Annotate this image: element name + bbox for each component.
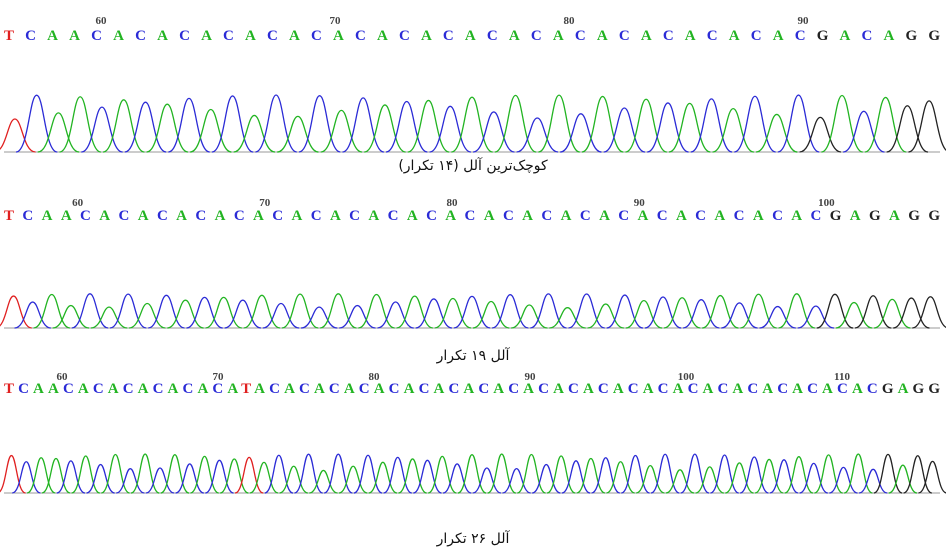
trace-peak xyxy=(131,454,159,493)
position-label: 80 xyxy=(369,371,381,383)
trace-peak xyxy=(778,95,819,152)
position-label: 80 xyxy=(447,197,459,209)
trace-peak xyxy=(324,454,352,493)
trace-peak xyxy=(912,297,946,328)
trace-peak xyxy=(626,301,662,328)
trace-peak xyxy=(91,307,127,328)
position-label: 60 xyxy=(96,15,108,27)
trace-peak xyxy=(800,117,841,152)
trace-peak xyxy=(81,107,122,152)
trace-peak xyxy=(147,104,188,152)
trace-peak xyxy=(669,103,710,152)
trace-peak xyxy=(301,307,337,328)
trace-peak xyxy=(72,294,108,328)
trace-peak xyxy=(604,108,645,152)
trace-peak xyxy=(57,461,85,493)
figure: کوچک‌ترین آلل (۱۴ تکرار) آلل ۱۹ تکرار آل… xyxy=(0,0,946,552)
trace-peak xyxy=(205,460,233,493)
position-label: 70 xyxy=(213,371,225,383)
trace-peak xyxy=(255,95,296,152)
trace-peak xyxy=(517,118,558,152)
position-label: 90 xyxy=(634,197,646,209)
trace-peak xyxy=(606,462,634,493)
trace-peak xyxy=(435,298,471,328)
trace-peak xyxy=(779,294,815,328)
trace-peak xyxy=(893,298,929,328)
trace-peak xyxy=(0,119,36,152)
trace-peak xyxy=(666,470,694,493)
trace-peak xyxy=(874,299,910,328)
trace-peak xyxy=(225,300,261,328)
trace-peak xyxy=(294,454,322,493)
position-label: 100 xyxy=(818,197,835,209)
trace-peak xyxy=(413,460,441,493)
position-label: 80 xyxy=(564,15,576,27)
trace-peak xyxy=(416,299,452,328)
trace-peak xyxy=(430,106,471,152)
trace-peak xyxy=(683,300,719,328)
trace-peak xyxy=(167,300,203,328)
sequence: TCAACACACACACACATACACACACACACACACACACACA… xyxy=(4,381,940,397)
trace-peak xyxy=(309,470,337,493)
caption: آلل ۱۹ تکرار xyxy=(436,347,511,364)
trace-peak xyxy=(647,103,688,152)
position-label: 100 xyxy=(678,371,695,383)
trace-peak xyxy=(12,462,40,493)
caption: آلل ۲۶ تکرار xyxy=(436,530,511,547)
trace-peak xyxy=(918,461,946,493)
trace-peak xyxy=(755,459,783,493)
position-label: 60 xyxy=(72,197,84,209)
sequence: TCAACACACACACACACACACACACACACACACACACGAC… xyxy=(4,28,940,44)
trace-peak xyxy=(299,96,340,152)
trace-peak xyxy=(908,101,946,152)
trace-peak xyxy=(681,454,709,493)
trace-peak xyxy=(125,102,166,152)
trace-peak xyxy=(110,294,146,328)
position-label: 90 xyxy=(525,371,537,383)
trace-peak xyxy=(770,460,798,493)
trace-peak xyxy=(844,454,872,493)
trace-peak xyxy=(277,116,318,152)
trace-peak xyxy=(549,308,585,328)
position-label: 70 xyxy=(259,197,271,209)
trace-peak xyxy=(386,102,427,152)
trace-peak xyxy=(562,461,590,493)
position-label: 60 xyxy=(57,371,69,383)
trace-peak xyxy=(488,454,516,493)
position-label: 90 xyxy=(798,15,810,27)
trace-peak xyxy=(887,106,928,152)
trace-peak xyxy=(821,95,862,152)
trace-peak xyxy=(538,95,579,152)
trace-peak xyxy=(495,95,536,152)
trace-peak xyxy=(568,294,604,328)
caption: کوچک‌ترین آلل (۱۴ تکرار) xyxy=(398,157,548,174)
position-label: 110 xyxy=(834,371,850,383)
trace-peak xyxy=(16,95,57,152)
trace-peak xyxy=(530,294,566,328)
trace-peak xyxy=(651,454,679,493)
trace-peak xyxy=(320,294,356,328)
trace-peak xyxy=(874,454,902,493)
position-label: 70 xyxy=(330,15,342,27)
trace-peak xyxy=(364,105,405,152)
trace-peak xyxy=(282,294,318,328)
